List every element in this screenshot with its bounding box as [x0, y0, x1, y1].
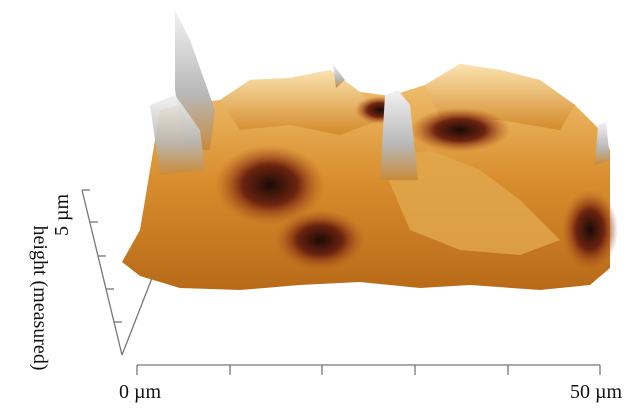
- z-axis: 5 µm height (measured): [29, 189, 153, 371]
- x-end-label: 50 µm: [570, 381, 623, 403]
- x-axis: 0 µm 50 µm: [119, 364, 623, 403]
- z-title: height (measured): [29, 226, 51, 371]
- z-axis-line: [81, 189, 123, 356]
- x-start-label: 0 µm: [119, 381, 162, 403]
- surface: [122, 10, 618, 290]
- base-edge: [121, 277, 153, 356]
- z-label: 5 µm: [51, 194, 73, 237]
